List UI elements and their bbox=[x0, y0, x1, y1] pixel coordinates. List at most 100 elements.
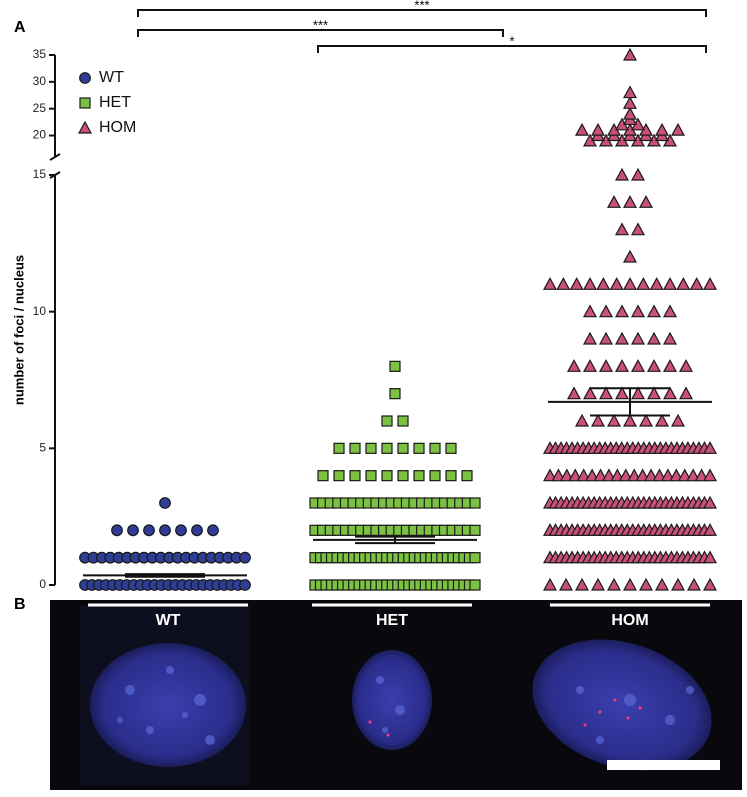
image-label: HOM bbox=[611, 612, 648, 629]
data-point bbox=[590, 122, 606, 136]
data-point bbox=[622, 413, 638, 427]
data-point bbox=[622, 249, 638, 263]
y-tick-label: 35 bbox=[33, 47, 47, 61]
significance-bracket bbox=[317, 45, 707, 53]
data-point bbox=[191, 524, 203, 537]
data-point bbox=[159, 524, 171, 537]
data-point bbox=[445, 470, 457, 482]
axis-break bbox=[49, 153, 61, 161]
data-point bbox=[582, 386, 598, 400]
data-point bbox=[606, 195, 622, 208]
data-point bbox=[638, 413, 654, 427]
data-point bbox=[111, 524, 123, 537]
data-point bbox=[239, 579, 251, 591]
data-point bbox=[670, 413, 686, 427]
data-point bbox=[678, 359, 694, 372]
data-point bbox=[389, 360, 401, 372]
data-point bbox=[542, 577, 558, 591]
foci bbox=[368, 698, 642, 737]
data-point bbox=[574, 413, 590, 427]
data-point bbox=[566, 359, 582, 372]
data-point bbox=[585, 468, 600, 482]
data-point bbox=[689, 277, 704, 290]
y-tick-label: 10 bbox=[33, 304, 47, 318]
data-point bbox=[582, 277, 598, 290]
data-point bbox=[636, 277, 651, 290]
data-point bbox=[678, 386, 694, 400]
data-point bbox=[542, 277, 558, 290]
data-point bbox=[349, 470, 361, 482]
data-point bbox=[676, 277, 691, 290]
data-point bbox=[702, 468, 718, 482]
data-point bbox=[143, 524, 155, 537]
data-point bbox=[614, 222, 630, 236]
data-point bbox=[127, 524, 139, 537]
data-point bbox=[574, 122, 590, 136]
data-point bbox=[598, 331, 614, 345]
chromocenters bbox=[117, 666, 694, 745]
data-point bbox=[630, 331, 646, 345]
data-point bbox=[461, 470, 473, 482]
data-point bbox=[702, 441, 718, 454]
data-point bbox=[654, 577, 670, 591]
data-point bbox=[582, 304, 598, 318]
data-point bbox=[381, 442, 393, 454]
significance-bracket bbox=[137, 9, 707, 17]
data-point bbox=[381, 470, 393, 482]
data-point bbox=[630, 304, 646, 318]
data-point bbox=[614, 304, 630, 318]
data-point bbox=[566, 386, 582, 400]
y-axis-label: number of foci / nucleus bbox=[11, 255, 26, 405]
data-point bbox=[610, 468, 625, 482]
legend-marker bbox=[79, 97, 91, 109]
data-point bbox=[662, 359, 678, 372]
data-point bbox=[635, 468, 650, 482]
data-point bbox=[662, 386, 678, 400]
data-point bbox=[669, 468, 684, 482]
data-point bbox=[542, 468, 558, 482]
data-point bbox=[397, 415, 409, 427]
data-point bbox=[652, 468, 667, 482]
data-point bbox=[429, 442, 441, 454]
data-point bbox=[614, 167, 630, 181]
data-point bbox=[670, 577, 686, 591]
data-point bbox=[654, 413, 670, 427]
data-point bbox=[556, 277, 571, 290]
data-point bbox=[694, 468, 709, 482]
data-point bbox=[670, 122, 686, 136]
y-tick-label: 20 bbox=[33, 128, 47, 142]
data-point bbox=[630, 386, 646, 400]
data-point bbox=[576, 468, 591, 482]
y-tick-label: 25 bbox=[33, 101, 47, 115]
data-point bbox=[598, 359, 614, 372]
data-point bbox=[413, 470, 425, 482]
data-point bbox=[702, 577, 718, 591]
data-point bbox=[159, 497, 171, 509]
data-point bbox=[702, 523, 718, 536]
data-point bbox=[365, 442, 377, 454]
data-point bbox=[559, 468, 574, 482]
data-point bbox=[333, 470, 345, 482]
data-point bbox=[582, 359, 598, 372]
data-point bbox=[630, 167, 646, 181]
data-point bbox=[622, 106, 638, 120]
data-point bbox=[317, 470, 329, 482]
data-point bbox=[622, 85, 638, 99]
image-label: WT bbox=[156, 612, 181, 629]
data-point bbox=[686, 577, 702, 591]
y-tick-label: 0 bbox=[39, 577, 46, 591]
data-point bbox=[702, 277, 718, 290]
data-point bbox=[618, 468, 633, 482]
data-point bbox=[582, 331, 598, 345]
data-point bbox=[175, 524, 187, 537]
panel-label: A bbox=[14, 19, 26, 36]
significance-label: * bbox=[509, 33, 514, 48]
data-point bbox=[429, 470, 441, 482]
data-point bbox=[622, 277, 638, 290]
data-point bbox=[239, 551, 251, 564]
data-point bbox=[469, 524, 481, 536]
y-tick-label: 15 bbox=[33, 167, 47, 181]
significance-label: *** bbox=[313, 17, 328, 32]
data-point bbox=[333, 442, 345, 454]
